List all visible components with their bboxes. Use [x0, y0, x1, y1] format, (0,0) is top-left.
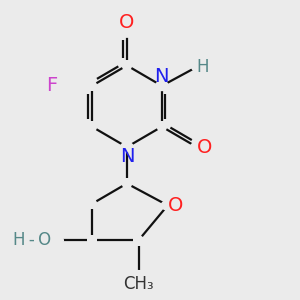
Ellipse shape — [192, 63, 202, 71]
Ellipse shape — [118, 27, 136, 37]
Ellipse shape — [190, 142, 203, 152]
Text: F: F — [46, 76, 57, 95]
Text: H: H — [197, 58, 209, 76]
Ellipse shape — [130, 271, 147, 280]
Ellipse shape — [161, 201, 174, 210]
Ellipse shape — [50, 81, 63, 91]
Ellipse shape — [39, 236, 63, 245]
Text: O: O — [168, 196, 183, 215]
Text: N: N — [120, 147, 134, 166]
Text: N: N — [154, 67, 169, 86]
Text: CH₃: CH₃ — [123, 275, 154, 293]
Text: H - O: H - O — [13, 231, 51, 249]
Ellipse shape — [155, 81, 168, 91]
Text: O: O — [197, 138, 212, 157]
Text: O: O — [119, 13, 135, 32]
Ellipse shape — [121, 142, 133, 152]
